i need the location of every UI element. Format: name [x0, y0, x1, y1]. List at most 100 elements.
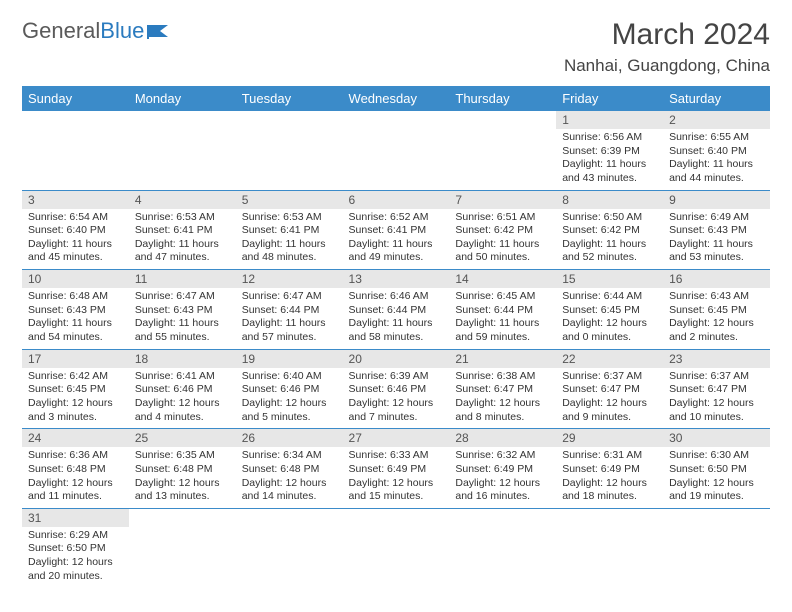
day-details: Sunrise: 6:48 AMSunset: 6:43 PMDaylight:…: [22, 288, 129, 349]
day-number: 20: [343, 350, 450, 368]
brand-logo: GeneralBlue: [22, 18, 172, 44]
day-number: 10: [22, 270, 129, 288]
day-number: 4: [129, 191, 236, 209]
day-details: Sunrise: 6:46 AMSunset: 6:44 PMDaylight:…: [343, 288, 450, 349]
calendar-empty-cell: [236, 111, 343, 190]
day-details: Sunrise: 6:39 AMSunset: 6:46 PMDaylight:…: [343, 368, 450, 429]
calendar-empty-cell: [129, 508, 236, 587]
calendar-day-cell: 18Sunrise: 6:41 AMSunset: 6:46 PMDayligh…: [129, 349, 236, 429]
calendar-day-cell: 12Sunrise: 6:47 AMSunset: 6:44 PMDayligh…: [236, 270, 343, 350]
day-number: 7: [449, 191, 556, 209]
day-details: Sunrise: 6:38 AMSunset: 6:47 PMDaylight:…: [449, 368, 556, 429]
calendar-day-cell: 26Sunrise: 6:34 AMSunset: 6:48 PMDayligh…: [236, 429, 343, 509]
calendar-day-cell: 9Sunrise: 6:49 AMSunset: 6:43 PMDaylight…: [663, 190, 770, 270]
brand-text-1: General: [22, 18, 100, 44]
calendar-day-cell: 24Sunrise: 6:36 AMSunset: 6:48 PMDayligh…: [22, 429, 129, 509]
calendar-empty-cell: [22, 111, 129, 190]
calendar-day-cell: 25Sunrise: 6:35 AMSunset: 6:48 PMDayligh…: [129, 429, 236, 509]
day-number: 12: [236, 270, 343, 288]
month-title: March 2024: [564, 18, 770, 52]
day-details: Sunrise: 6:40 AMSunset: 6:46 PMDaylight:…: [236, 368, 343, 429]
day-number: 28: [449, 429, 556, 447]
calendar-day-cell: 30Sunrise: 6:30 AMSunset: 6:50 PMDayligh…: [663, 429, 770, 509]
day-details: Sunrise: 6:36 AMSunset: 6:48 PMDaylight:…: [22, 447, 129, 508]
calendar-row: 17Sunrise: 6:42 AMSunset: 6:45 PMDayligh…: [22, 349, 770, 429]
calendar-day-cell: 4Sunrise: 6:53 AMSunset: 6:41 PMDaylight…: [129, 190, 236, 270]
calendar-day-cell: 14Sunrise: 6:45 AMSunset: 6:44 PMDayligh…: [449, 270, 556, 350]
day-details: Sunrise: 6:50 AMSunset: 6:42 PMDaylight:…: [556, 209, 663, 270]
day-details: Sunrise: 6:32 AMSunset: 6:49 PMDaylight:…: [449, 447, 556, 508]
calendar-day-cell: 15Sunrise: 6:44 AMSunset: 6:45 PMDayligh…: [556, 270, 663, 350]
day-details: Sunrise: 6:55 AMSunset: 6:40 PMDaylight:…: [663, 129, 770, 190]
calendar-empty-cell: [236, 508, 343, 587]
weekday-header-row: SundayMondayTuesdayWednesdayThursdayFrid…: [22, 86, 770, 111]
day-number: 1: [556, 111, 663, 129]
day-details: Sunrise: 6:51 AMSunset: 6:42 PMDaylight:…: [449, 209, 556, 270]
day-number: 22: [556, 350, 663, 368]
weekday-header: Sunday: [22, 86, 129, 111]
day-number: 24: [22, 429, 129, 447]
calendar-day-cell: 20Sunrise: 6:39 AMSunset: 6:46 PMDayligh…: [343, 349, 450, 429]
day-details: Sunrise: 6:34 AMSunset: 6:48 PMDaylight:…: [236, 447, 343, 508]
day-details: Sunrise: 6:33 AMSunset: 6:49 PMDaylight:…: [343, 447, 450, 508]
day-number: 31: [22, 509, 129, 527]
calendar-day-cell: 13Sunrise: 6:46 AMSunset: 6:44 PMDayligh…: [343, 270, 450, 350]
day-number: 23: [663, 350, 770, 368]
day-number: 14: [449, 270, 556, 288]
day-details: Sunrise: 6:56 AMSunset: 6:39 PMDaylight:…: [556, 129, 663, 190]
day-details: Sunrise: 6:35 AMSunset: 6:48 PMDaylight:…: [129, 447, 236, 508]
calendar-day-cell: 17Sunrise: 6:42 AMSunset: 6:45 PMDayligh…: [22, 349, 129, 429]
day-number: 29: [556, 429, 663, 447]
day-number: 19: [236, 350, 343, 368]
calendar-day-cell: 19Sunrise: 6:40 AMSunset: 6:46 PMDayligh…: [236, 349, 343, 429]
day-number: 21: [449, 350, 556, 368]
day-details: Sunrise: 6:49 AMSunset: 6:43 PMDaylight:…: [663, 209, 770, 270]
calendar-empty-cell: [449, 111, 556, 190]
day-number: 17: [22, 350, 129, 368]
day-details: Sunrise: 6:42 AMSunset: 6:45 PMDaylight:…: [22, 368, 129, 429]
calendar-day-cell: 10Sunrise: 6:48 AMSunset: 6:43 PMDayligh…: [22, 270, 129, 350]
day-details: Sunrise: 6:37 AMSunset: 6:47 PMDaylight:…: [663, 368, 770, 429]
day-details: Sunrise: 6:47 AMSunset: 6:43 PMDaylight:…: [129, 288, 236, 349]
day-number: 27: [343, 429, 450, 447]
calendar-day-cell: 28Sunrise: 6:32 AMSunset: 6:49 PMDayligh…: [449, 429, 556, 509]
day-details: Sunrise: 6:53 AMSunset: 6:41 PMDaylight:…: [129, 209, 236, 270]
calendar-empty-cell: [343, 111, 450, 190]
day-details: Sunrise: 6:41 AMSunset: 6:46 PMDaylight:…: [129, 368, 236, 429]
calendar-empty-cell: [129, 111, 236, 190]
day-details: Sunrise: 6:54 AMSunset: 6:40 PMDaylight:…: [22, 209, 129, 270]
calendar-day-cell: 8Sunrise: 6:50 AMSunset: 6:42 PMDaylight…: [556, 190, 663, 270]
day-details: Sunrise: 6:53 AMSunset: 6:41 PMDaylight:…: [236, 209, 343, 270]
calendar-row: 1Sunrise: 6:56 AMSunset: 6:39 PMDaylight…: [22, 111, 770, 190]
day-details: Sunrise: 6:29 AMSunset: 6:50 PMDaylight:…: [22, 527, 129, 588]
calendar-empty-cell: [556, 508, 663, 587]
day-details: Sunrise: 6:31 AMSunset: 6:49 PMDaylight:…: [556, 447, 663, 508]
day-details: Sunrise: 6:45 AMSunset: 6:44 PMDaylight:…: [449, 288, 556, 349]
calendar-day-cell: 7Sunrise: 6:51 AMSunset: 6:42 PMDaylight…: [449, 190, 556, 270]
calendar-empty-cell: [449, 508, 556, 587]
day-number: 5: [236, 191, 343, 209]
weekday-header: Friday: [556, 86, 663, 111]
calendar-day-cell: 3Sunrise: 6:54 AMSunset: 6:40 PMDaylight…: [22, 190, 129, 270]
calendar-day-cell: 23Sunrise: 6:37 AMSunset: 6:47 PMDayligh…: [663, 349, 770, 429]
weekday-header: Monday: [129, 86, 236, 111]
brand-text-2: Blue: [100, 18, 144, 44]
day-number: 30: [663, 429, 770, 447]
day-number: 11: [129, 270, 236, 288]
day-number: 8: [556, 191, 663, 209]
day-number: 3: [22, 191, 129, 209]
day-number: 6: [343, 191, 450, 209]
day-number: 16: [663, 270, 770, 288]
calendar-row: 10Sunrise: 6:48 AMSunset: 6:43 PMDayligh…: [22, 270, 770, 350]
calendar-day-cell: 1Sunrise: 6:56 AMSunset: 6:39 PMDaylight…: [556, 111, 663, 190]
day-number: 13: [343, 270, 450, 288]
calendar-day-cell: 29Sunrise: 6:31 AMSunset: 6:49 PMDayligh…: [556, 429, 663, 509]
calendar-day-cell: 27Sunrise: 6:33 AMSunset: 6:49 PMDayligh…: [343, 429, 450, 509]
calendar-empty-cell: [343, 508, 450, 587]
day-details: Sunrise: 6:52 AMSunset: 6:41 PMDaylight:…: [343, 209, 450, 270]
calendar-row: 31Sunrise: 6:29 AMSunset: 6:50 PMDayligh…: [22, 508, 770, 587]
calendar-row: 3Sunrise: 6:54 AMSunset: 6:40 PMDaylight…: [22, 190, 770, 270]
calendar-day-cell: 11Sunrise: 6:47 AMSunset: 6:43 PMDayligh…: [129, 270, 236, 350]
calendar-day-cell: 16Sunrise: 6:43 AMSunset: 6:45 PMDayligh…: [663, 270, 770, 350]
weekday-header: Saturday: [663, 86, 770, 111]
